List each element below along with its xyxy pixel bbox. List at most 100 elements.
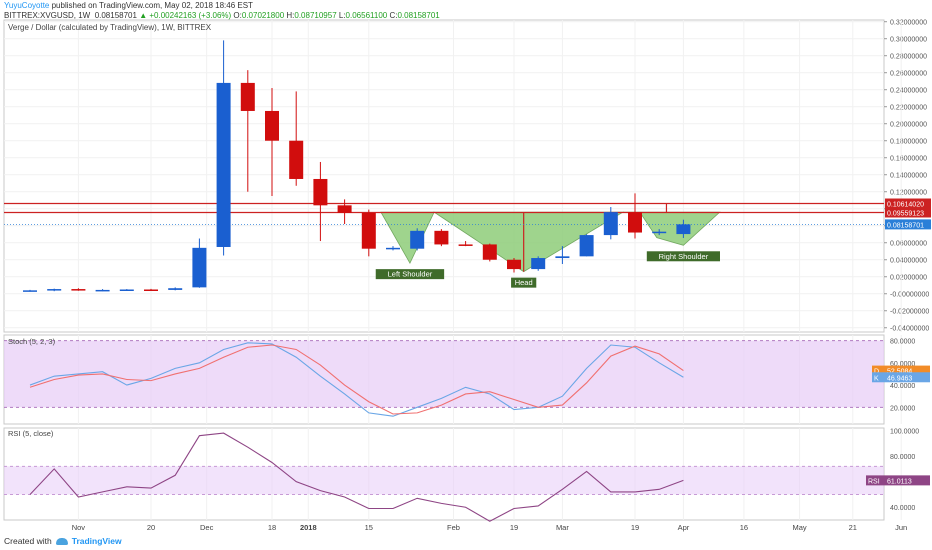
resistance-price-label: 0.10614020 bbox=[887, 202, 924, 209]
candle-body bbox=[216, 82, 231, 247]
candle-body bbox=[240, 82, 255, 111]
candle-body bbox=[313, 178, 328, 206]
stoch-y-tick-label: 40.0000 bbox=[890, 383, 915, 390]
open-label: O: bbox=[233, 11, 242, 20]
stoch-d-tag-key: D bbox=[874, 369, 879, 376]
rsi-tag-key: RSI bbox=[868, 478, 880, 485]
candle-body bbox=[652, 231, 667, 234]
stoch-d-tag-value: 52.5084 bbox=[887, 369, 912, 376]
rsi-band bbox=[4, 466, 884, 495]
candle-body bbox=[676, 224, 691, 235]
rsi-title: RSI (5, close) bbox=[8, 429, 54, 438]
rsi-line bbox=[29, 432, 684, 522]
candle-body bbox=[555, 256, 570, 259]
candle-body bbox=[71, 289, 86, 291]
candle-body bbox=[337, 205, 352, 213]
stoch-y-tick-label: 20.0000 bbox=[890, 405, 915, 412]
right-shoulder-label: Right Shoulder bbox=[659, 252, 709, 261]
candle-body bbox=[579, 235, 594, 257]
y-tick-label: -0.04000000 bbox=[890, 326, 929, 333]
stoch-k-tag-value: 46.9463 bbox=[887, 375, 912, 382]
x-tick-label: 21 bbox=[849, 523, 857, 532]
y-tick-label: 0.32000000 bbox=[890, 20, 927, 27]
y-tick-label: 0.22000000 bbox=[890, 105, 927, 112]
y-tick-label: 0.14000000 bbox=[890, 173, 927, 180]
candle-body bbox=[361, 212, 376, 249]
candle-body bbox=[482, 244, 497, 260]
y-tick-label: 0.30000000 bbox=[890, 37, 927, 44]
x-tick-label: Apr bbox=[678, 523, 690, 532]
ohlc-line: BITTREX:XVGUSD, 1W 0.08158701 ▲ +0.00242… bbox=[4, 11, 440, 21]
x-tick-label: May bbox=[792, 523, 806, 532]
last-price: 0.08158701 bbox=[94, 11, 137, 20]
open-value: 0.07021800 bbox=[241, 11, 285, 20]
candle-body bbox=[23, 290, 37, 292]
stoch-band bbox=[4, 340, 884, 408]
resistance-price-tag bbox=[885, 198, 931, 209]
head-label-bg bbox=[511, 277, 537, 288]
x-tick-label: 19 bbox=[631, 523, 639, 532]
tradingview-brand[interactable]: TradingView bbox=[71, 536, 122, 546]
current-price-tag bbox=[885, 219, 931, 230]
x-tick-label: 2018 bbox=[300, 523, 317, 532]
author-link[interactable]: YuyuCoyotte bbox=[4, 1, 50, 10]
x-tick-label: Jun bbox=[895, 523, 907, 532]
rsi-y-tick-label: 100.0000 bbox=[890, 429, 919, 436]
stoch-y-tick-label: 80.0000 bbox=[890, 339, 915, 346]
y-tick-label: 0.02000000 bbox=[890, 275, 927, 282]
main-title: Verge / Dollar (calculated by TradingVie… bbox=[8, 23, 212, 32]
price-pane[interactable]: 0.32000000 0.30000000 0.28000000 0.26000000… bbox=[3, 19, 932, 333]
candle-body bbox=[434, 230, 449, 245]
candle-body bbox=[289, 140, 304, 179]
resistance-price-label: 0.09559123 bbox=[887, 210, 924, 217]
stoch-y-tick-label: 60.0000 bbox=[890, 361, 915, 368]
candle-body bbox=[95, 289, 110, 292]
x-tick-label: 19 bbox=[510, 523, 518, 532]
stoch-pane[interactable]: 80.0000 60.0000 40.0000 20.0000 D 52.5084 K 46.… bbox=[3, 334, 932, 425]
x-tick-label: Dec bbox=[200, 523, 214, 532]
x-tick-label: 20 bbox=[147, 523, 155, 532]
candle-body bbox=[507, 259, 521, 270]
y-tick-label: -0.02000000 bbox=[890, 309, 929, 316]
y-tick-label: 0.26000000 bbox=[890, 71, 927, 78]
stoch-d-line bbox=[29, 344, 684, 415]
stoch-k-tag bbox=[872, 372, 930, 383]
head-label: Head bbox=[515, 278, 533, 287]
candle-body bbox=[192, 247, 207, 288]
y-tick-label: 0.04000000 bbox=[890, 258, 927, 265]
chart-canvas[interactable]: 0.32000000 0.30000000 0.28000000 0.26000000… bbox=[0, 0, 932, 536]
close-value: 0.08158701 bbox=[397, 11, 440, 20]
pane-frame bbox=[3, 19, 885, 333]
stoch-k-line bbox=[29, 342, 684, 417]
up-arrow-icon: ▲ bbox=[139, 11, 148, 20]
x-tick-label: 16 bbox=[740, 523, 748, 532]
stoch-d-tag bbox=[872, 365, 930, 376]
y-tick-label: 0.06000000 bbox=[890, 241, 927, 248]
stoch-title: Stoch (5, 2, 3) bbox=[8, 337, 56, 346]
footer: Created with TradingView bbox=[4, 536, 122, 546]
left-shoulder-label: Left Shoulder bbox=[388, 270, 433, 279]
rsi-y-tick-label: 80.0000 bbox=[890, 454, 915, 461]
y-tick-label: 0.12000000 bbox=[890, 190, 927, 197]
high-value: 0.08710957 bbox=[294, 11, 337, 20]
high-label: H: bbox=[286, 11, 295, 20]
candle-body bbox=[168, 288, 183, 290]
y-tick-label: 0.28000000 bbox=[890, 54, 927, 61]
candle-body bbox=[265, 110, 279, 141]
created-with-text: Created with bbox=[4, 536, 52, 546]
candle-body bbox=[531, 258, 546, 270]
y-tick-label: 0.18000000 bbox=[890, 139, 927, 146]
pattern-head bbox=[432, 211, 625, 273]
candle-body bbox=[386, 247, 400, 250]
publish-text: published on TradingView.com, May 02, 20… bbox=[51, 1, 253, 10]
publish-line: YuyuCoyotte published on TradingView.com… bbox=[4, 1, 440, 11]
stoch-k-tag-key: K bbox=[874, 375, 879, 382]
left-shoulder-label-bg bbox=[375, 269, 445, 280]
low-label: L: bbox=[338, 11, 346, 20]
y-tick-label: 0.24000000 bbox=[890, 88, 927, 95]
x-tick-label: Mar bbox=[556, 523, 569, 532]
low-value: 0.06561100 bbox=[345, 11, 388, 20]
time-axis[interactable]: Nov20Dec18201815Feb19Mar19Apr16May21Jun1… bbox=[72, 523, 932, 532]
rsi-tag bbox=[866, 475, 930, 486]
